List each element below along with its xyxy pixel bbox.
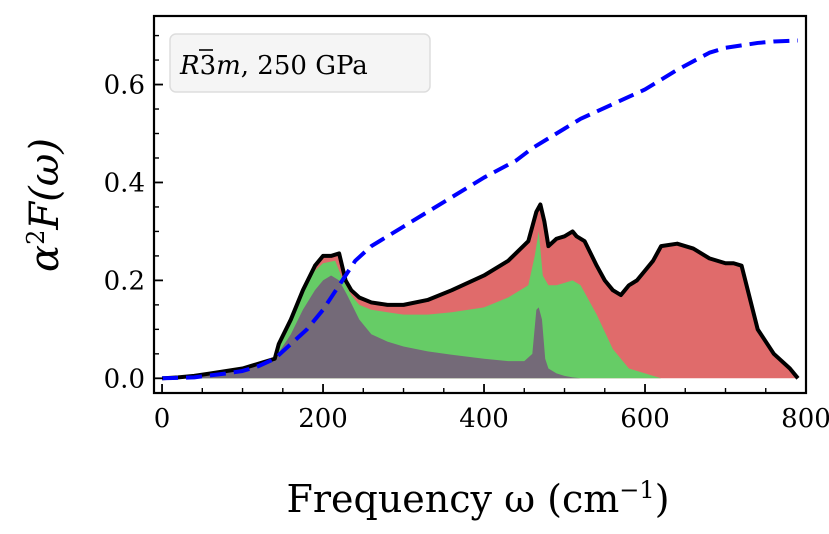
x-axis-label: Frequency ω (cm−1) <box>286 476 669 521</box>
x-tick-label: 400 <box>459 404 509 434</box>
y-tick-label: 0.6 <box>104 71 145 101</box>
x-tick-label: 0 <box>154 404 171 434</box>
y-tick-label: 0.0 <box>104 364 145 394</box>
x-tick-label: 200 <box>298 404 348 434</box>
y-tick-label: 0.2 <box>104 266 145 296</box>
series-total-line <box>161 202 800 381</box>
y-tick-label: 0.4 <box>104 168 145 198</box>
y-axis-label: α2F(ω) <box>22 138 68 272</box>
plot-frame <box>152 14 808 395</box>
annotation-box: R3m, 250 GPa <box>169 33 431 93</box>
x-tick-label: 600 <box>620 404 670 434</box>
x-tick-label: 800 <box>781 404 829 434</box>
series-gray-area <box>162 275 581 379</box>
annotation-text: R3m, 250 GPa <box>179 51 368 81</box>
series-cumulative-line <box>161 38 799 381</box>
annotation-frame <box>169 33 431 93</box>
